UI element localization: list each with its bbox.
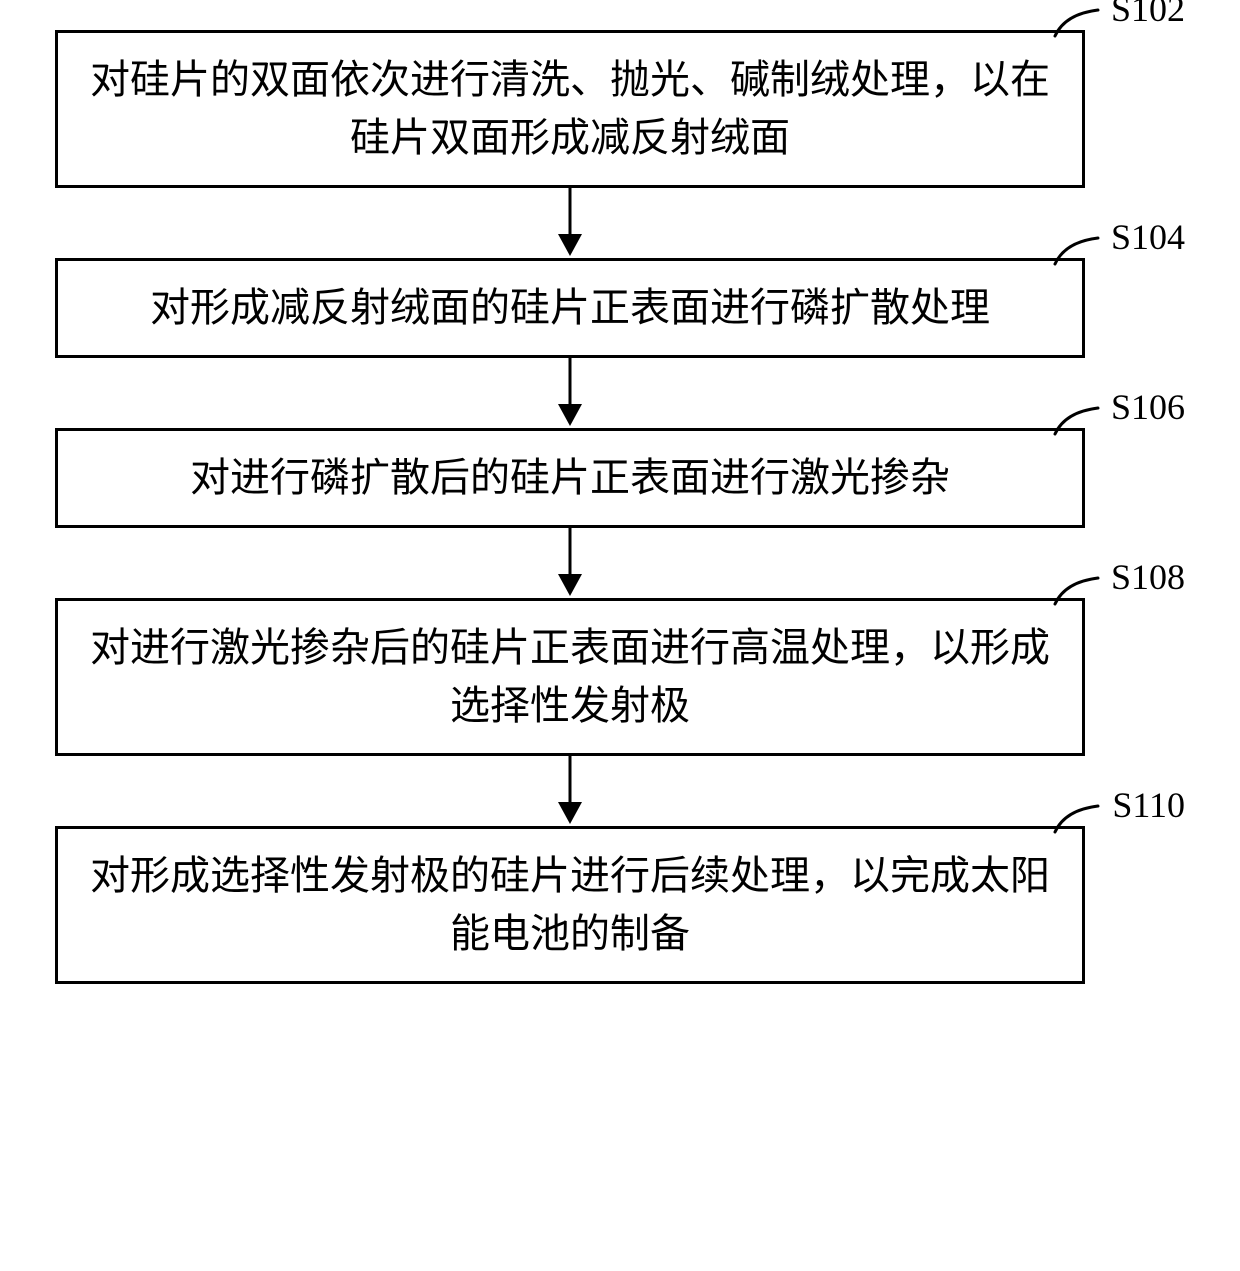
flow-step: S106 对进行磷扩散后的硅片正表面进行激光掺杂 [55,428,1155,528]
step-label: S102 [1111,0,1185,30]
step-label: S104 [1111,216,1185,258]
arrow-down-icon [550,188,590,258]
step-label-wrap: S104 [1025,222,1185,262]
step-label: S110 [1112,784,1185,826]
step-text: 对硅片的双面依次进行清洗、抛光、碱制绒处理，以在硅片双面形成减反射绒面 [88,51,1052,167]
step-label-wrap: S108 [1025,562,1185,602]
leader-curve-icon [1053,236,1103,266]
step-label-wrap: S102 [1025,0,1185,34]
step-label: S106 [1111,386,1185,428]
arrow-down-icon [550,756,590,826]
step-box: 对进行磷扩散后的硅片正表面进行激光掺杂 [55,428,1085,528]
flow-arrow [55,188,1085,258]
flow-arrow [55,528,1085,598]
flow-arrow [55,756,1085,826]
step-box: 对形成选择性发射极的硅片进行后续处理，以完成太阳能电池的制备 [55,826,1085,984]
leader-curve-icon [1053,406,1103,436]
flow-step: S108 对进行激光掺杂后的硅片正表面进行高温处理，以形成选择性发射极 [55,598,1155,756]
flow-arrow [55,358,1085,428]
flowchart-container: S102 对硅片的双面依次进行清洗、抛光、碱制绒处理，以在硅片双面形成减反射绒面… [55,30,1155,984]
leader-curve-icon [1053,576,1103,606]
step-text: 对形成减反射绒面的硅片正表面进行磷扩散处理 [150,279,990,337]
leader-curve-icon [1053,8,1103,38]
step-box: 对形成减反射绒面的硅片正表面进行磷扩散处理 [55,258,1085,358]
step-text: 对进行磷扩散后的硅片正表面进行激光掺杂 [190,449,950,507]
step-box: 对硅片的双面依次进行清洗、抛光、碱制绒处理，以在硅片双面形成减反射绒面 [55,30,1085,188]
arrow-down-icon [550,358,590,428]
flow-step: S104 对形成减反射绒面的硅片正表面进行磷扩散处理 [55,258,1155,358]
arrow-down-icon [550,528,590,598]
step-text: 对进行激光掺杂后的硅片正表面进行高温处理，以形成选择性发射极 [88,619,1052,735]
step-text: 对形成选择性发射极的硅片进行后续处理，以完成太阳能电池的制备 [88,847,1052,963]
step-label: S108 [1111,556,1185,598]
flow-step: S102 对硅片的双面依次进行清洗、抛光、碱制绒处理，以在硅片双面形成减反射绒面 [55,30,1155,188]
step-label-wrap: S110 [1025,790,1185,830]
step-box: 对进行激光掺杂后的硅片正表面进行高温处理，以形成选择性发射极 [55,598,1085,756]
leader-curve-icon [1053,804,1103,834]
step-label-wrap: S106 [1025,392,1185,432]
flow-step: S110 对形成选择性发射极的硅片进行后续处理，以完成太阳能电池的制备 [55,826,1155,984]
